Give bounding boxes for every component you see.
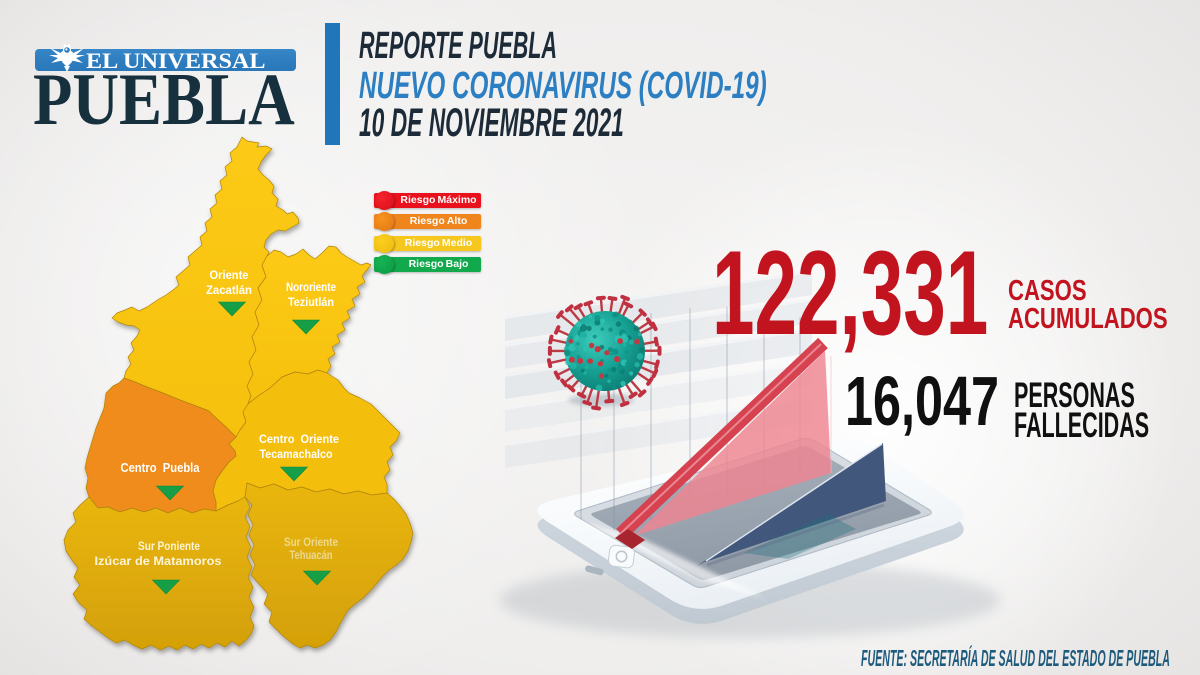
svg-text:Izúcar de Matamoros: Izúcar de Matamoros bbox=[95, 556, 222, 568]
svg-text:Centro Puebla: Centro Puebla bbox=[121, 461, 201, 475]
svg-text:Zacatlán: Zacatlán bbox=[206, 285, 252, 297]
svg-text:Oriente: Oriente bbox=[210, 270, 249, 282]
svg-text:Teziutlán: Teziutlán bbox=[288, 297, 334, 309]
svg-text:Centro Oriente: Centro Oriente bbox=[259, 434, 339, 446]
svg-text:Sur Poniente: Sur Poniente bbox=[138, 541, 200, 553]
svg-text:Tehuacán: Tehuacán bbox=[290, 550, 333, 562]
svg-text:Nororiente: Nororiente bbox=[286, 282, 336, 294]
svg-text:Tecamachalco: Tecamachalco bbox=[260, 449, 333, 461]
svg-text:Sur Oriente: Sur Oriente bbox=[284, 537, 338, 549]
